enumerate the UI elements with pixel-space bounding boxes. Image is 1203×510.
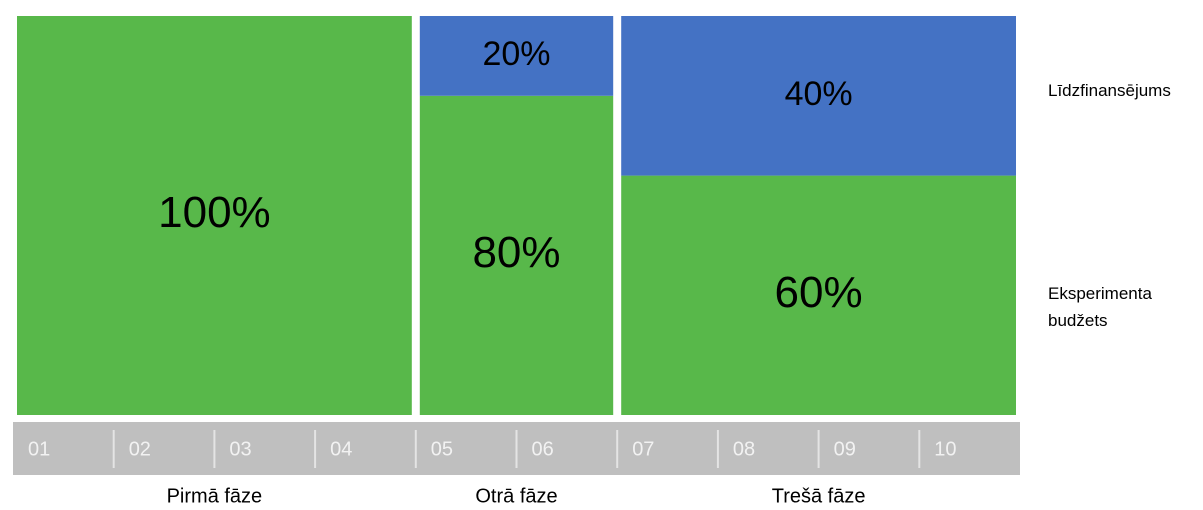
phase-label: Otrā fāze (475, 485, 557, 507)
phase-label: Trešā fāze (772, 485, 866, 507)
month-label: 06 (532, 438, 554, 460)
bar-segment (17, 16, 412, 415)
value-label: 60% (775, 268, 863, 317)
month-label: 10 (934, 438, 956, 460)
month-label: 03 (229, 438, 251, 460)
bar-segment (419, 16, 614, 96)
legend-entry: Eksperimenta budžets (1048, 284, 1152, 330)
bar-segment (419, 95, 614, 416)
month-label: 01 (28, 438, 50, 460)
value-label: 80% (472, 228, 560, 277)
bar-segment (621, 16, 1016, 176)
month-label: 05 (431, 438, 453, 460)
month-label: 04 (330, 438, 352, 460)
month-label: 08 (733, 438, 755, 460)
month-label: 09 (834, 438, 856, 460)
legend-entry: Līdzfinansējums (1048, 81, 1171, 100)
value-label: 40% (785, 75, 853, 113)
value-label: 100% (158, 188, 271, 237)
phase-label: Pirmā fāze (167, 485, 263, 507)
month-label: 02 (129, 438, 151, 460)
bar-segment (621, 175, 1016, 415)
value-label: 20% (482, 35, 550, 73)
month-label: 07 (632, 438, 654, 460)
